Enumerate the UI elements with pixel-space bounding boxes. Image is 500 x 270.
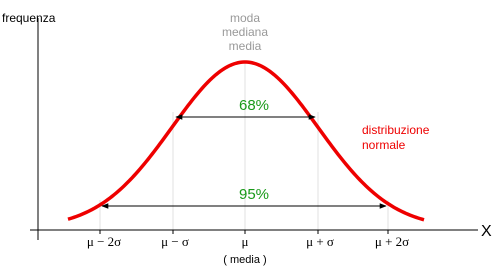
x-tick-label: μ − 2σ (87, 234, 121, 249)
center-label: mediana (222, 25, 268, 39)
curve-label: normale (362, 138, 406, 152)
x-tick-label: μ + 2σ (375, 234, 409, 249)
normal-curve (67, 60, 425, 222)
center-label: media (229, 39, 262, 53)
x-tick-label: μ (242, 234, 249, 249)
center-label: moda (230, 11, 260, 25)
y-axis-label: frequenza (2, 11, 56, 25)
curve-label: distribuzione (362, 123, 430, 137)
mean-note: ( media ) (223, 254, 266, 266)
interval-label: 95% (239, 186, 269, 203)
interval-label: 68% (239, 97, 269, 114)
x-tick-label: μ + σ (306, 234, 334, 249)
guide-lines (99, 62, 389, 230)
x-ticks (99, 230, 389, 234)
x-axis-label: X (481, 223, 492, 240)
x-tick-label: μ − σ (161, 234, 189, 249)
